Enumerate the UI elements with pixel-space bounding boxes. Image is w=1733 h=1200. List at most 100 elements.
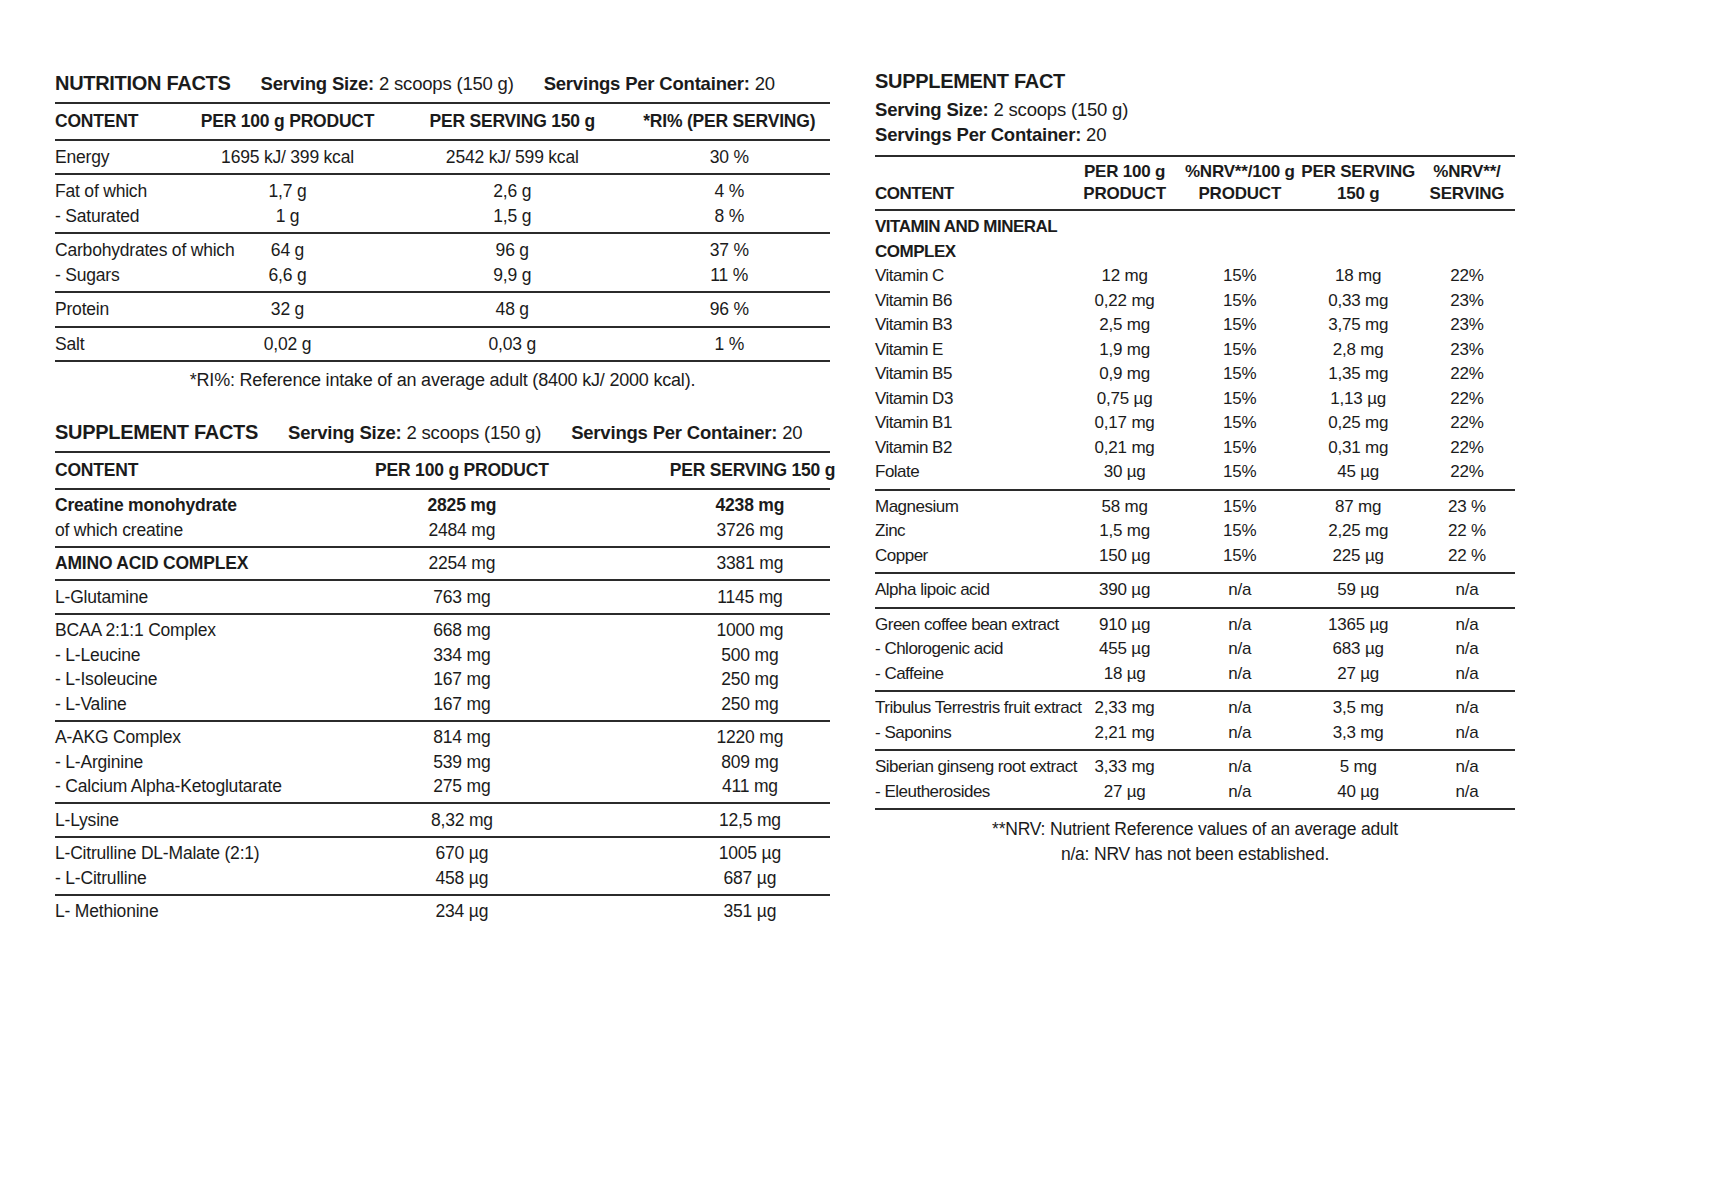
table-row-group: Protein32 g48 g96 % (55, 291, 830, 326)
row-value: 2,21 mg (1067, 721, 1182, 746)
table-row: Vitamin E1,9 mg15%2,8 mg23% (875, 338, 1515, 363)
row-value: 2,5 mg (1067, 313, 1182, 338)
row-value: 455 µg (1067, 637, 1182, 662)
table-header-row: CONTENTPER 100 g PRODUCT%NRV**/100 g PRO… (875, 155, 1515, 211)
table-row: Vitamin B60,22 mg15%0,33 mg23% (875, 289, 1515, 314)
table-row: - L-Leucine334 mg500 mg (55, 643, 830, 668)
table-row-group: AMINO ACID COMPLEX2254 mg3381 mg (55, 546, 830, 580)
row-label: - Eleutherosides (875, 780, 1067, 805)
nrv-footnote: **NRV: Nutrient Reference values of an a… (875, 817, 1515, 867)
row-label: Tribulus Terrestris fruit extract (875, 696, 1067, 721)
table-row: - Caffeine18 µgn/a27 µgn/a (875, 662, 1515, 687)
row-value: 22 % (1419, 519, 1515, 544)
row-value: 1,5 mg (1067, 519, 1182, 544)
table-row-group: Energy1695 kJ/ 399 kcal2542 kJ/ 599 kcal… (55, 141, 830, 174)
row-value: 0,22 mg (1067, 289, 1182, 314)
row-value: 23% (1419, 313, 1515, 338)
row-value: 2542 kJ/ 599 kcal (396, 145, 629, 170)
row-value: n/a (1182, 721, 1297, 746)
supplement-facts-title: SUPPLEMENT FACTS (55, 421, 258, 444)
table-row: Salt0,02 g0,03 g1 % (55, 332, 830, 357)
row-label: - Calcium Alpha-Ketoglutarate (55, 774, 334, 799)
row-value: 0,33 mg (1297, 289, 1419, 314)
table-row: L-Lysine8,32 mg12,5 mg (55, 808, 830, 833)
serving-size-value: 2 scoops (150 g) (407, 422, 542, 443)
table-row: L-Citrulline DL-Malate (2:1)670 µg1005 µ… (55, 841, 830, 866)
row-value: 30 µg (1067, 460, 1182, 485)
row-value: 3,75 mg (1297, 313, 1419, 338)
row-value: 539 mg (334, 750, 590, 775)
row-label: Vitamin B3 (875, 313, 1067, 338)
table-row: Energy1695 kJ/ 399 kcal2542 kJ/ 599 kcal… (55, 145, 830, 170)
row-value: 64 g (179, 238, 396, 263)
nrv-footnote-line2: n/a: NRV has not been established. (875, 842, 1515, 867)
row-value: 15% (1182, 338, 1297, 363)
column-header: %NRV**/100 g PRODUCT (1182, 161, 1297, 205)
servings-label: Servings Per Container: (571, 422, 777, 443)
row-value: 15% (1182, 411, 1297, 436)
row-value: n/a (1419, 613, 1515, 638)
table-row: - Chlorogenic acid455 µgn/a683 µgn/a (875, 637, 1515, 662)
table-row: L-Glutamine763 mg1145 mg (55, 585, 830, 610)
row-label: Energy (55, 145, 179, 170)
row-value: 234 µg (334, 899, 590, 924)
row-value: 15% (1182, 460, 1297, 485)
table-row: VITAMIN AND MINERAL COMPLEX (875, 215, 1515, 264)
servings-value: 20 (755, 73, 775, 94)
column-header: CONTENT (875, 183, 1067, 205)
row-value: 15% (1182, 495, 1297, 520)
row-value: 96 % (629, 297, 831, 322)
table-row-group: Carbohydrates of which64 g96 g37 %- Suga… (55, 232, 830, 291)
table-row: Vitamin B10,17 mg15%0,25 mg22% (875, 411, 1515, 436)
table-row: L- Methionine234 µg351 µg (55, 899, 830, 924)
row-value: 22% (1419, 436, 1515, 461)
row-value: 0,31 mg (1297, 436, 1419, 461)
row-value: 8 % (629, 204, 831, 229)
row-label: A-AKG Complex (55, 725, 334, 750)
row-label: AMINO ACID COMPLEX (55, 551, 334, 576)
table-row: Vitamin D30,75 µg15%1,13 µg22% (875, 387, 1515, 412)
row-value: 48 g (396, 297, 629, 322)
row-value: 4238 mg (590, 493, 830, 518)
row-value: 22% (1419, 264, 1515, 289)
row-value: 687 µg (590, 866, 830, 891)
row-value: 1 g (179, 204, 396, 229)
row-value: 2,25 mg (1297, 519, 1419, 544)
row-value: 2,33 mg (1067, 696, 1182, 721)
table-row: - L-Arginine539 mg809 mg (55, 750, 830, 775)
row-value: 15% (1182, 289, 1297, 314)
column-header: PER 100 g PRODUCT (179, 109, 396, 134)
row-value: 411 mg (590, 774, 830, 799)
row-value: n/a (1182, 637, 1297, 662)
row-label: L-Citrulline DL-Malate (2:1) (55, 841, 334, 866)
row-label: - L-Isoleucine (55, 667, 334, 692)
supplement-facts-table: CONTENTPER 100 g PRODUCTPER SERVING 150 … (55, 451, 830, 927)
serving-size-label: Serving Size: (288, 422, 402, 443)
column-header: PER 100 g PRODUCT (1067, 161, 1182, 205)
row-value: 22 % (1419, 544, 1515, 569)
serving-size-text: Serving Size: 2 scoops (150 g) (288, 422, 541, 444)
row-label: Vitamin D3 (875, 387, 1067, 412)
row-label: VITAMIN AND MINERAL COMPLEX (875, 215, 1515, 264)
table-row: - L-Isoleucine167 mg250 mg (55, 667, 830, 692)
column-header: PER SERVING 150 g (396, 109, 629, 134)
row-value: n/a (1182, 755, 1297, 780)
table-row-group: Green coffee bean extract910 µgn/a1365 µ… (875, 607, 1515, 691)
row-label: Vitamin C (875, 264, 1067, 289)
row-value: 668 mg (334, 618, 590, 643)
row-value: n/a (1182, 780, 1297, 805)
table-header-row: CONTENTPER 100 g PRODUCTPER SERVING 150 … (55, 102, 830, 141)
row-value: 2825 mg (334, 493, 590, 518)
row-label: Siberian ginseng root extract (875, 755, 1067, 780)
row-value: 500 mg (590, 643, 830, 668)
nrv-footnote-line1: **NRV: Nutrient Reference values of an a… (875, 817, 1515, 842)
row-value: 2254 mg (334, 551, 590, 576)
row-value: 814 mg (334, 725, 590, 750)
row-value: n/a (1419, 780, 1515, 805)
row-value: 2,6 g (396, 179, 629, 204)
table-row-group: L-Citrulline DL-Malate (2:1)670 µg1005 µ… (55, 836, 830, 894)
row-value: 1220 mg (590, 725, 830, 750)
servings-label: Servings Per Container: (544, 73, 750, 94)
row-label: Vitamin E (875, 338, 1067, 363)
servings-value: 20 (1086, 124, 1106, 145)
